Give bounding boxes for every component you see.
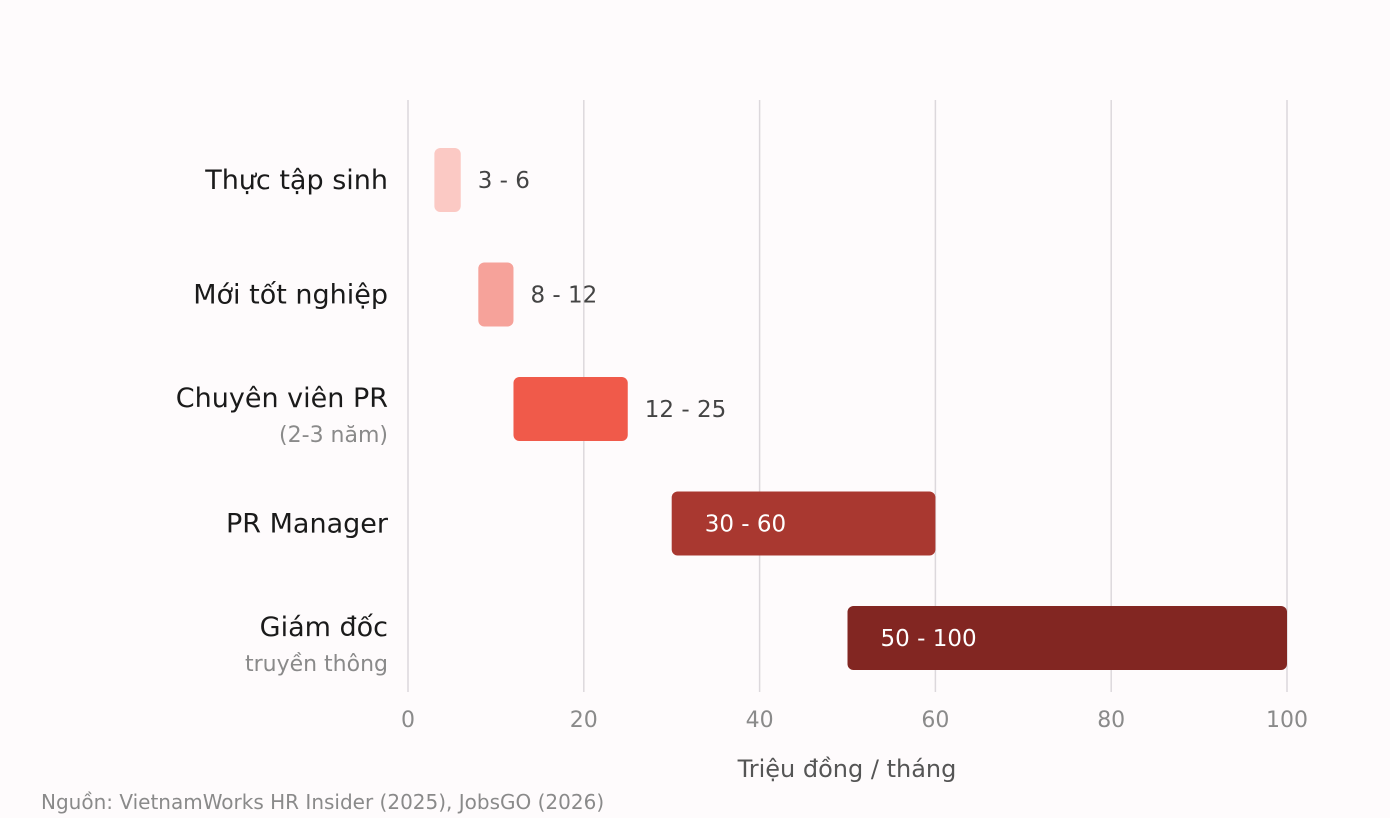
category-label: Mới tốt nghiệp [193, 280, 388, 311]
category-label: PR Manager [226, 509, 389, 540]
category-sublabel: truyền thông [245, 652, 388, 677]
range-bar [847, 606, 1287, 670]
bar-value-label: 12 - 25 [645, 397, 726, 423]
x-tick-label: 20 [570, 708, 598, 733]
category-label: Chuyên viên PR [176, 383, 388, 414]
bars: 3 - 6 8 - 12 12 - 25 30 - 60 50 - 100 [434, 148, 1287, 670]
x-tick-label: 100 [1266, 708, 1308, 733]
x-axis-ticks: 0 20 40 60 80 100 [401, 708, 1308, 733]
grid-lines [407, 100, 1288, 692]
bar-value-label: 50 - 100 [881, 626, 977, 652]
range-bar [478, 262, 514, 327]
x-tick-label: 60 [921, 708, 949, 733]
bar-value-label: 30 - 60 [705, 512, 786, 538]
category-label: Thực tập sinh [204, 165, 388, 196]
x-tick-label: 0 [401, 708, 415, 733]
range-bar [513, 377, 628, 441]
range-bar [671, 491, 936, 556]
category-sublabel: (2-3 năm) [279, 423, 388, 448]
range-bar [434, 148, 461, 212]
bar-value-label: 3 - 6 [478, 168, 530, 194]
x-axis-label: Triệu đồng / tháng [737, 755, 957, 783]
category-label: Giám đốc [260, 612, 388, 643]
bar-value-label: 8 - 12 [530, 283, 597, 309]
source-note: Nguồn: VietnamWorks HR Insider (2025), J… [41, 790, 604, 814]
x-tick-label: 40 [746, 708, 774, 733]
x-tick-label: 80 [1097, 708, 1125, 733]
category-labels: Thực tập sinh Mới tốt nghiệp Chuyên viên P… [176, 165, 389, 677]
